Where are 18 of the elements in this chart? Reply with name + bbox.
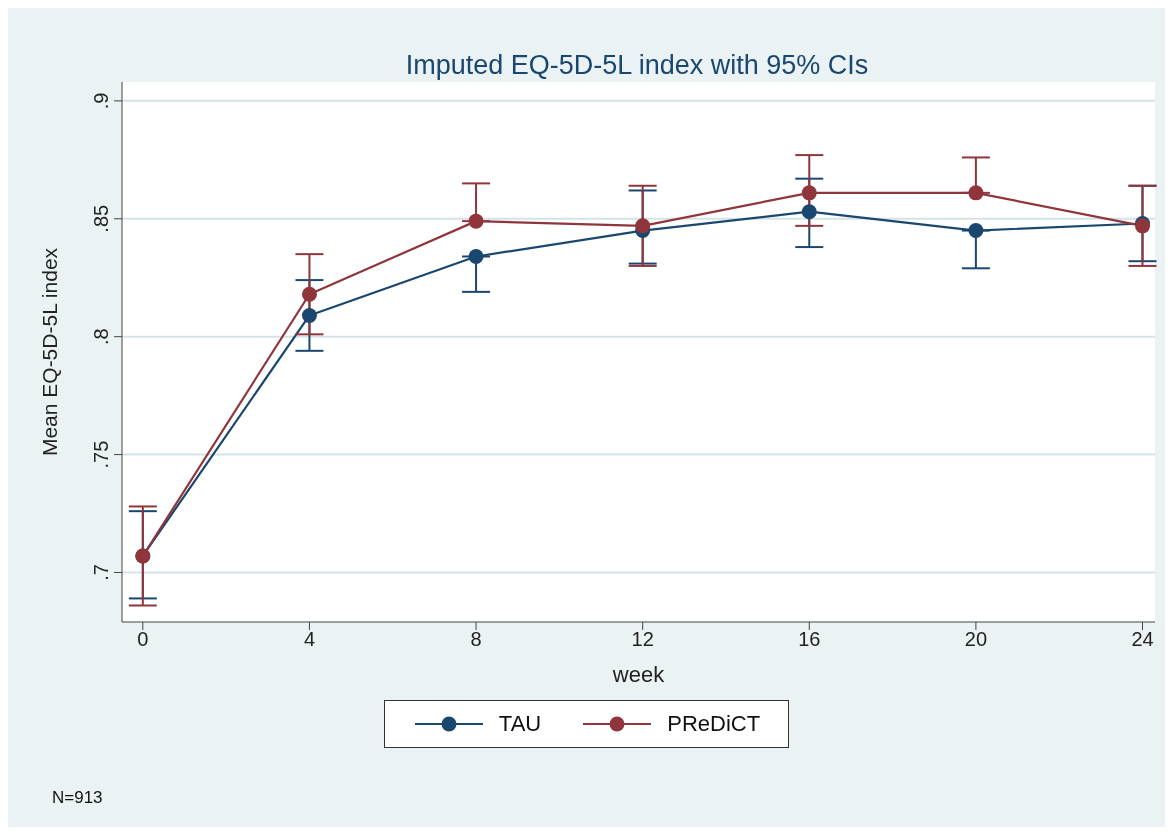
x-tick-label: 0 [137,628,149,651]
y-tick-label: .8 [90,328,112,346]
legend-label: PReDiCT [667,711,761,737]
x-tick-label: 16 [798,628,821,651]
y-tick-label: .85 [90,204,112,233]
x-tick-label: 4 [303,628,315,651]
chart-title: Imputed EQ-5D-5L index with 95% CIs [404,50,870,81]
y-tick-label: .7 [90,564,112,581]
y-tick-label: .9 [90,92,112,110]
y-tick-label: .75 [90,440,112,469]
legend-label: TAU [498,711,542,737]
y-axis-title: Mean EQ-5D-5L index [38,247,62,457]
x-tick-label: 20 [964,628,988,651]
x-axis-title: week [611,662,666,687]
x-tick-label: 12 [631,628,654,651]
x-tick-label: 8 [470,628,482,651]
text: N=913 [52,788,103,808]
x-tick-label: 24 [1131,628,1154,651]
